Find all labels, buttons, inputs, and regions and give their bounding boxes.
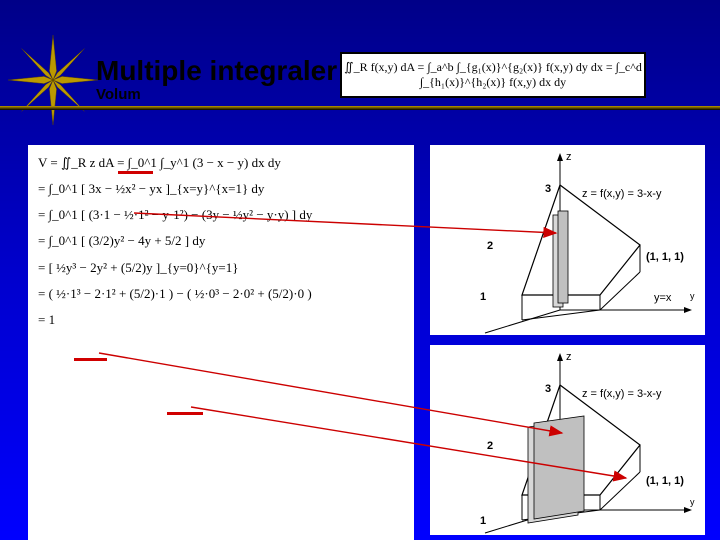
line-label: y=x (654, 292, 671, 304)
deriv-line: = ∫_0^1 [ (3/2)y² − 4y + 5/2 ] dy (38, 231, 404, 251)
header-divider (0, 106, 720, 110)
diagram-2: z 3 z = f(x,y) = 3-x-y 2 (1, 1, 1) 1 y (430, 345, 705, 535)
corner-label: (1, 1, 1) (646, 251, 684, 263)
y-axis-label: y (690, 497, 695, 507)
deriv-line: = 1 (38, 310, 404, 330)
deriv-line: = ∫_0^1 [ 3x − ½x² − yx ]_{x=y}^{x=1} dy (38, 179, 404, 199)
underline (74, 358, 107, 361)
deriv-line: = ( ½·1³ − 2·1² + (5/2)·1 ) − ( ½·0³ − 2… (38, 284, 404, 304)
z-axis-label: z (566, 351, 572, 363)
top-formula-box: ∬_R f(x,y) dA = ∫_a^b ∫_{g₁(x)}^{g₂(x)} … (340, 52, 646, 98)
page-subtitle: Volum (96, 86, 141, 103)
top-formula-text: ∬_R f(x,y) dA = ∫_a^b ∫_{g₁(x)}^{g₂(x)} … (342, 60, 644, 90)
surface-label: z = f(x,y) = 3-x-y (582, 388, 661, 400)
deriv-line: = [ ½y³ − 2y² + (5/2)y ]_{y=0}^{y=1} (38, 258, 404, 278)
x-front-label: 1 (480, 291, 486, 303)
page-title: Multiple integraler (96, 55, 337, 87)
starburst-icon (8, 35, 98, 125)
x-left-label: 2 (487, 440, 493, 452)
underline (118, 171, 153, 174)
x-left-label: 2 (487, 240, 493, 252)
x-front-label: 1 (480, 515, 486, 527)
deriv-line: V = ∬_R z dA = ∫_0^1 ∫_y^1 (3 − x − y) d… (38, 153, 404, 173)
diagram-2-svg (430, 345, 705, 535)
diagram-1: z 3 z = f(x,y) = 3-x-y 2 (1, 1, 1) 1 y=x… (430, 145, 705, 335)
y-axis-label: y (690, 291, 695, 301)
derivation-panel: V = ∬_R z dA = ∫_0^1 ∫_y^1 (3 − x − y) d… (28, 145, 414, 540)
slide: Multiple integraler Volum ∬_R f(x,y) dA … (0, 0, 720, 540)
diagram-1-svg (430, 145, 705, 335)
deriv-line: = ∫_0^1 [ (3·1 − ½·1² − y·1²) − (3y − ½y… (38, 205, 404, 225)
corner-label: (1, 1, 1) (646, 475, 684, 487)
z-axis-label: z (566, 151, 572, 163)
surface-label: z = f(x,y) = 3-x-y (582, 188, 661, 200)
z-top-label: 3 (545, 383, 551, 395)
underline (167, 412, 203, 415)
z-top-label: 3 (545, 183, 551, 195)
